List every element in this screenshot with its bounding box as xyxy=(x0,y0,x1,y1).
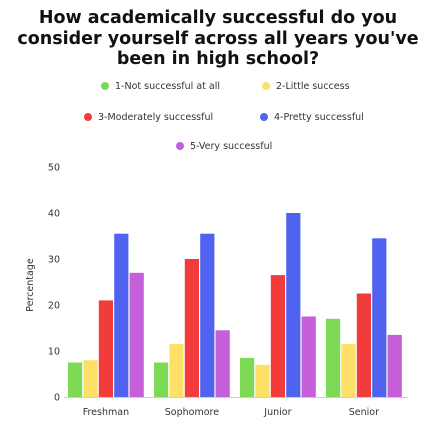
chart-title: How academically successful do you consi… xyxy=(17,8,419,69)
bar[interactable] xyxy=(356,293,371,398)
bar[interactable] xyxy=(341,344,356,397)
bar[interactable] xyxy=(387,334,402,397)
bar[interactable] xyxy=(326,318,341,397)
bar[interactable] xyxy=(129,272,144,397)
y-tick-label: 50 xyxy=(48,163,60,174)
x-tick-label: Freshman xyxy=(83,407,129,418)
bar[interactable] xyxy=(301,316,316,398)
bar[interactable] xyxy=(255,364,270,397)
legend-item-4[interactable]: 4-Pretty successful xyxy=(260,112,364,123)
legend-label: 4-Pretty successful xyxy=(274,112,364,123)
y-tick-label: 0 xyxy=(54,393,60,404)
legend-swatch-icon xyxy=(262,82,270,90)
x-tick-label: Junior xyxy=(263,407,291,418)
x-tick-label: Senior xyxy=(349,407,379,418)
legend-item-5[interactable]: 5-Very successful xyxy=(176,141,272,152)
y-tick-label: 40 xyxy=(48,209,60,220)
bar[interactable] xyxy=(83,360,98,397)
legend-swatch-icon xyxy=(84,113,92,121)
y-tick-label: 20 xyxy=(48,301,60,312)
bar[interactable] xyxy=(215,330,230,397)
y-tick-label: 10 xyxy=(48,347,60,358)
bar[interactable] xyxy=(270,275,285,397)
legend-item-2[interactable]: 2-Little success xyxy=(262,81,350,92)
legend-label: 2-Little success xyxy=(276,81,350,92)
bar[interactable] xyxy=(98,300,113,397)
legend-swatch-icon xyxy=(101,82,109,90)
bar[interactable] xyxy=(68,362,83,398)
legend-item-3[interactable]: 3-Moderately successful xyxy=(84,112,213,123)
bar[interactable] xyxy=(114,233,129,397)
legend-swatch-icon xyxy=(260,113,268,121)
bar[interactable] xyxy=(169,344,184,397)
legend-item-1[interactable]: 1-Not successful at all xyxy=(101,81,220,92)
legend-label: 3-Moderately successful xyxy=(98,112,214,123)
y-axis-title: Percentage xyxy=(25,258,36,312)
legend-label: 1-Not successful at all xyxy=(115,81,220,92)
legend-label: 5-Very successful xyxy=(190,141,273,152)
bars xyxy=(68,213,402,397)
bar[interactable] xyxy=(200,233,215,397)
y-tick-label: 30 xyxy=(48,255,60,266)
legend-swatch-icon xyxy=(176,142,184,150)
bar[interactable] xyxy=(372,238,387,397)
x-tick-label: Sophomore xyxy=(165,407,219,418)
y-axis: 0 10 20 30 40 50 xyxy=(48,163,60,404)
bar[interactable] xyxy=(240,357,255,397)
bar[interactable] xyxy=(286,213,301,397)
bar[interactable] xyxy=(184,259,199,397)
bar[interactable] xyxy=(154,362,169,398)
x-axis: Freshman Sophomore Junior Senior xyxy=(83,407,379,418)
